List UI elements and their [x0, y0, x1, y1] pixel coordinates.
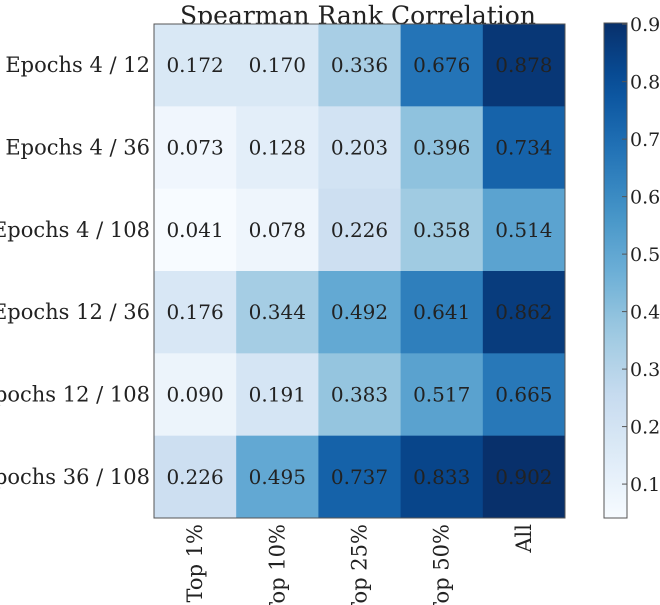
column-label: Top 1%: [183, 524, 207, 602]
cell-value-label: 0.641: [413, 300, 470, 324]
cell-value-label: 0.665: [495, 383, 552, 407]
heatmap-cells: 0.172 0.170 0.336 0.676 0.878 0.073 0.128 0.203…: [154, 24, 566, 519]
heatmap-cell: [236, 188, 319, 272]
heatmap-cell: [236, 24, 319, 107]
cell-value-label: 0.358: [413, 218, 470, 242]
heatmap-cell: [154, 188, 237, 272]
cell-value-label: 0.495: [249, 465, 306, 489]
heatmap-cell: [400, 271, 484, 354]
heatmap-cell: [482, 188, 566, 272]
colorbar-ticks: 0.1 0.2 0.3 0.4 0.5 0.6 0.7 0.8 0.9: [622, 14, 660, 496]
cell-value-label: 0.176: [166, 300, 223, 324]
column-labels: Top 1% Top 10% Top 25% Top 50% All: [183, 524, 536, 605]
colorbar-tick-label: 0.9: [630, 14, 660, 36]
heatmap-cell: [482, 435, 566, 519]
cell-value-label: 0.226: [331, 218, 388, 242]
heatmap-cell: [400, 188, 484, 272]
column-label: Top 10%: [265, 524, 289, 605]
cell-value-label: 0.172: [166, 53, 223, 77]
colorbar-tick-label: 0.3: [630, 359, 660, 381]
colorbar: [603, 22, 628, 519]
column-label: All: [512, 524, 536, 554]
cell-value-label: 0.128: [249, 136, 306, 160]
row-label: Epochs 4 / 12: [5, 53, 150, 77]
colorbar-tick-label: 0.2: [630, 417, 660, 439]
cell-value-label: 0.336: [331, 53, 388, 77]
colorbar-tick-label: 0.5: [630, 244, 660, 266]
cell-value-label: 0.170: [249, 53, 306, 77]
cell-value-label: 0.090: [166, 383, 223, 407]
cell-value-label: 0.833: [413, 465, 470, 489]
heatmap-cell: [318, 271, 402, 354]
heatmap-cell: [482, 106, 566, 190]
cell-value-label: 0.734: [495, 136, 552, 160]
heatmap-cell: [400, 353, 484, 437]
heatmap-cell: [236, 106, 319, 190]
cell-value-label: 0.073: [166, 136, 223, 160]
row-label: Epochs 4 / 36: [5, 136, 150, 160]
cell-value-label: 0.203: [331, 136, 388, 160]
cell-value-label: 0.862: [495, 300, 552, 324]
row-label: Epochs 12 / 36: [0, 300, 150, 324]
heatmap-cell: [154, 353, 237, 437]
heatmap-cell: [154, 106, 237, 190]
heatmap-cell: [482, 24, 566, 107]
cell-value-label: 0.878: [495, 53, 552, 77]
heatmap-cell: [482, 271, 566, 354]
cell-value-label: 0.517: [413, 383, 470, 407]
heatmap-cell: [318, 24, 402, 107]
row-labels: Epochs 4 / 12 Epochs 4 / 36 Epochs 4 / 108…: [0, 53, 150, 489]
heatmap-cell: [400, 24, 484, 107]
heatmap-cell: [154, 271, 237, 354]
row-label: Epochs 36 / 108: [0, 465, 150, 489]
colorbar-tick-label: 0.6: [630, 187, 660, 209]
heatmap-cell: [482, 353, 566, 437]
heatmap-cell: [400, 435, 484, 519]
heatmap-cell: [236, 271, 319, 354]
cell-value-label: 0.737: [331, 465, 388, 489]
heatmap-cell: [318, 353, 402, 437]
heatmap-cell: [236, 353, 319, 437]
cell-value-label: 0.396: [413, 136, 470, 160]
cell-value-label: 0.191: [249, 383, 306, 407]
colorbar-tick-label: 0.1: [630, 474, 660, 496]
colorbar-tick-label: 0.7: [630, 129, 660, 151]
cell-value-label: 0.078: [249, 218, 306, 242]
plot-frame: [153, 23, 566, 519]
heatmap-cell: [154, 435, 237, 519]
cell-value-label: 0.344: [249, 300, 306, 324]
cell-value-label: 0.492: [331, 300, 388, 324]
heatmap-cell: [400, 106, 484, 190]
heatmap-cell: [236, 435, 319, 519]
cell-value-label: 0.383: [331, 383, 388, 407]
cell-value-label: 0.902: [495, 465, 552, 489]
cell-value-label: 0.226: [166, 465, 223, 489]
colorbar-tick-label: 0.4: [630, 302, 660, 324]
cell-value-label: 0.041: [166, 218, 223, 242]
heatmap-cell: [318, 435, 402, 519]
column-label: Top 50%: [430, 524, 454, 605]
cell-value-label: 0.514: [495, 218, 552, 242]
colorbar-tick-label: 0.8: [630, 72, 660, 94]
column-label: Top 25%: [348, 524, 372, 605]
heatmap-cell: [318, 188, 402, 272]
heatmap-cell: [154, 24, 237, 107]
row-label: Epochs 12 / 108: [0, 383, 150, 407]
cell-value-label: 0.676: [413, 53, 470, 77]
heatmap-cell: [318, 106, 402, 190]
row-label: Epochs 4 / 108: [0, 218, 150, 242]
